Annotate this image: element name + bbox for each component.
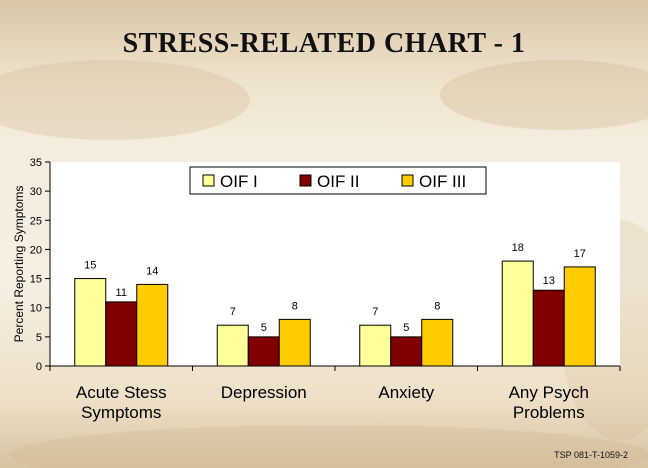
y-axis-label: Percent Reporting Symptoms bbox=[12, 186, 26, 343]
legend-box bbox=[189, 166, 487, 195]
legend-label: OIF III bbox=[419, 172, 466, 191]
data-label: 7 bbox=[372, 306, 378, 318]
data-label: 11 bbox=[116, 287, 127, 299]
y-tick-label: 20 bbox=[30, 244, 42, 256]
bar-oif-i bbox=[501, 260, 534, 367]
y-tick-label: 0 bbox=[36, 361, 42, 373]
bar-oif-i bbox=[216, 324, 249, 367]
data-label: 8 bbox=[434, 300, 440, 312]
y-tick-label: 15 bbox=[30, 274, 42, 286]
footer-code: TSP 081-T-1059-2 bbox=[554, 450, 628, 460]
bar-oif-iii bbox=[421, 318, 454, 367]
bar-oif-iii bbox=[563, 266, 596, 367]
legend-label: OIF II bbox=[317, 172, 360, 191]
y-tick-label: 35 bbox=[30, 157, 42, 169]
bar-oif-i bbox=[74, 278, 107, 367]
y-tick-label: 25 bbox=[30, 215, 42, 227]
y-tick-label: 30 bbox=[30, 186, 42, 198]
bar-oif-ii bbox=[247, 336, 280, 367]
data-label: 13 bbox=[543, 275, 555, 287]
data-label: 5 bbox=[403, 322, 409, 334]
y-tick-label: 10 bbox=[30, 303, 42, 315]
slide-title: STRESS-RELATED CHART - 1 bbox=[122, 28, 526, 59]
data-label: 18 bbox=[512, 242, 524, 254]
bar-oif-ii bbox=[390, 336, 423, 367]
y-tick-label: 5 bbox=[36, 332, 42, 344]
x-category-label: Depression bbox=[221, 383, 307, 402]
data-label: 15 bbox=[84, 260, 96, 272]
data-label: 17 bbox=[574, 248, 586, 260]
data-label: 8 bbox=[292, 300, 298, 312]
x-category-label: Anxiety bbox=[378, 383, 434, 402]
legend-label: OIF I bbox=[220, 172, 258, 191]
x-category-label: Symptoms bbox=[81, 403, 161, 422]
bar-oif-ii bbox=[532, 289, 565, 367]
x-category-label: Any Psych bbox=[509, 383, 589, 402]
bar-oif-iii bbox=[136, 283, 169, 367]
data-label: 7 bbox=[230, 306, 236, 318]
bar-oif-iii bbox=[278, 318, 311, 367]
bar-oif-ii bbox=[105, 301, 138, 367]
legend-swatch bbox=[202, 174, 215, 187]
legend-swatch bbox=[401, 174, 414, 187]
legend-swatch bbox=[299, 174, 312, 187]
data-label: 14 bbox=[146, 265, 158, 277]
bar-oif-i bbox=[359, 324, 392, 367]
x-category-label: Problems bbox=[513, 403, 585, 422]
x-category-label: Acute Stess bbox=[76, 383, 167, 402]
data-label: 5 bbox=[261, 322, 267, 334]
